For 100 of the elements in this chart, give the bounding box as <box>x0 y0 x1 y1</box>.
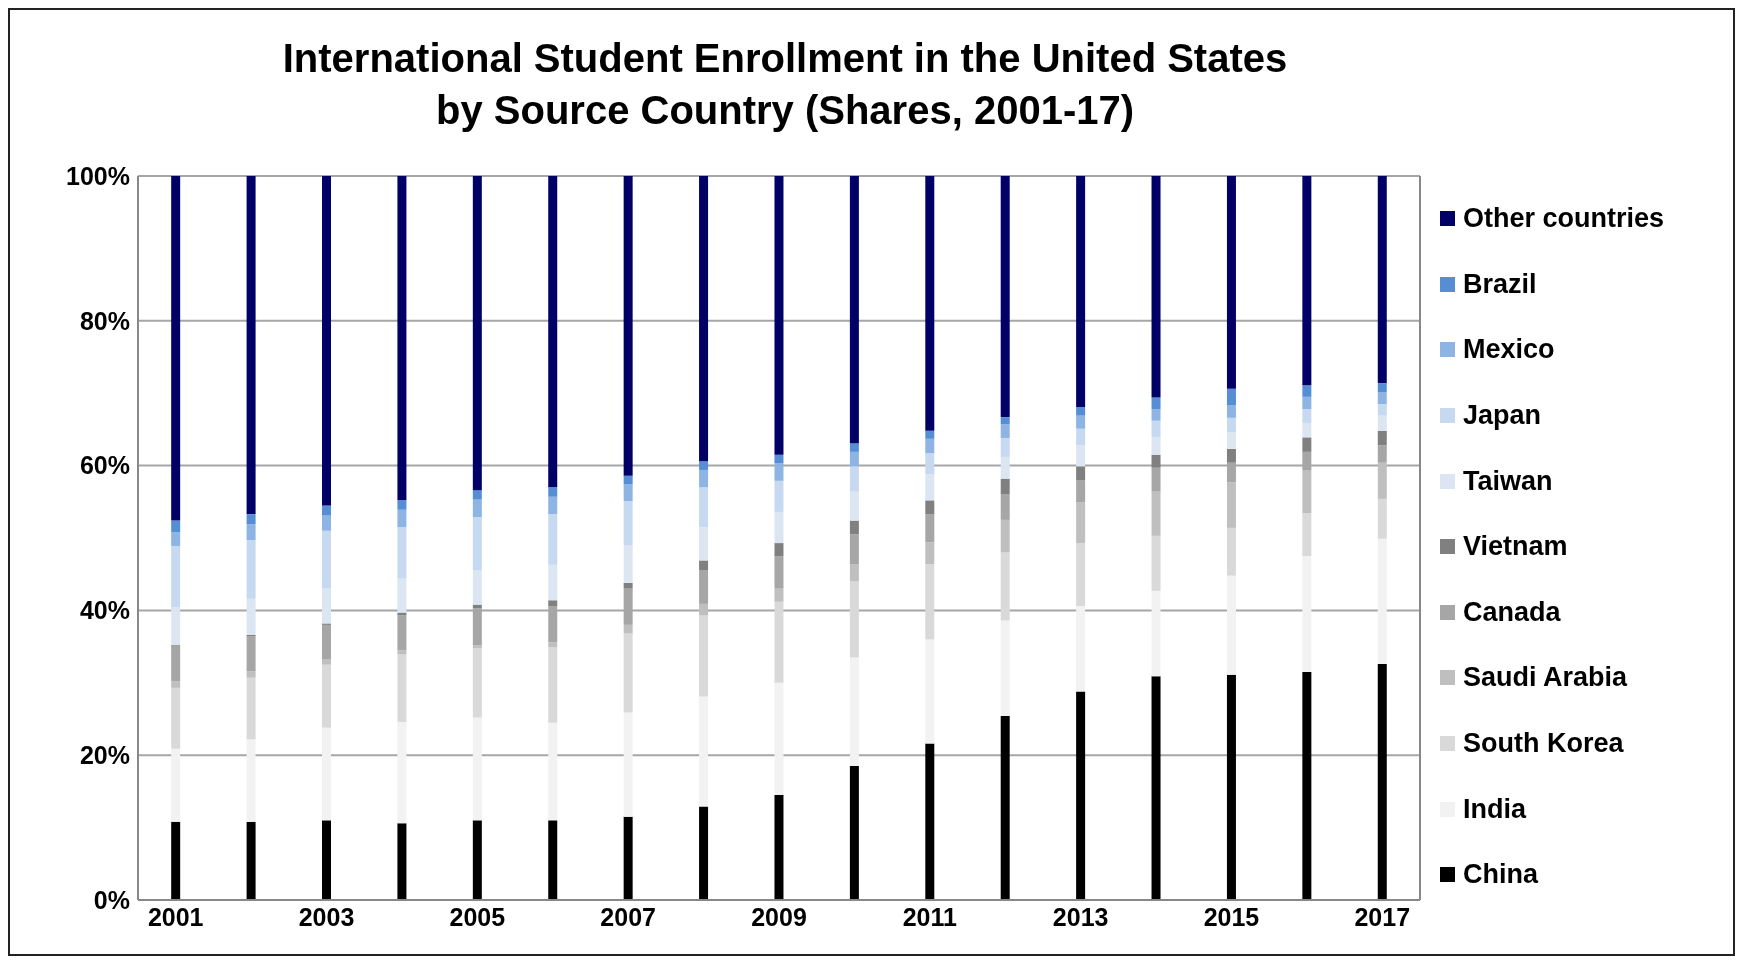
bar <box>1226 405 1236 418</box>
bar <box>925 564 935 640</box>
bar <box>623 475 633 485</box>
bar <box>1000 478 1010 495</box>
bar <box>925 430 935 439</box>
x-tick-label: 2015 <box>1203 902 1260 931</box>
bar <box>1076 543 1086 607</box>
bar <box>1377 445 1387 463</box>
bar <box>1151 590 1161 677</box>
legend-label: Saudi Arabia <box>1463 662 1628 694</box>
bar <box>774 588 784 602</box>
y-tick-label: 60% <box>79 451 130 480</box>
legend-label: Brazil <box>1463 268 1537 300</box>
bar <box>1076 428 1086 446</box>
bar <box>472 490 482 500</box>
bar <box>1076 176 1086 407</box>
bar <box>1076 480 1086 503</box>
bar <box>1302 396 1312 410</box>
bar <box>1076 406 1086 416</box>
bar <box>1000 176 1010 418</box>
bar <box>1377 430 1387 446</box>
bar <box>925 514 935 543</box>
bar <box>322 176 331 506</box>
bar <box>548 600 558 607</box>
x-tick-label: 2013 <box>1052 902 1109 931</box>
bar <box>548 176 558 488</box>
bar <box>246 739 256 822</box>
bar <box>246 514 256 525</box>
bar <box>246 636 256 672</box>
bar <box>171 681 181 688</box>
bar <box>472 517 482 571</box>
bar <box>849 766 859 900</box>
bar <box>1302 176 1312 386</box>
bar <box>1226 527 1236 576</box>
x-tick-label: 2003 <box>298 902 355 931</box>
bar <box>171 176 181 521</box>
y-tick-label: 100% <box>66 161 130 190</box>
bar <box>1151 467 1161 492</box>
bar <box>1226 674 1236 900</box>
bar <box>774 601 784 683</box>
bar <box>623 624 633 634</box>
bar <box>171 532 181 546</box>
bar <box>774 480 784 512</box>
bar <box>548 722 558 821</box>
bar <box>322 659 331 665</box>
legend-label: China <box>1463 859 1539 891</box>
bar <box>1151 676 1161 900</box>
bar <box>925 438 935 454</box>
bar <box>1377 404 1387 416</box>
x-tick-label: 2017 <box>1354 902 1411 931</box>
bar <box>246 677 256 740</box>
bar <box>1000 417 1010 425</box>
bar <box>1226 448 1236 463</box>
bar <box>925 639 935 744</box>
bar <box>1226 482 1236 528</box>
bar <box>1226 176 1236 389</box>
bar <box>322 727 331 821</box>
bar <box>699 615 709 697</box>
bar <box>623 582 633 589</box>
bar <box>699 487 709 528</box>
bar <box>1151 176 1161 398</box>
bar <box>1076 445 1086 467</box>
bar <box>1076 415 1086 429</box>
bar <box>548 514 558 565</box>
bar <box>774 454 784 464</box>
bar <box>246 540 256 599</box>
bar <box>246 821 256 900</box>
bar <box>623 545 633 583</box>
bar <box>699 176 709 462</box>
bar <box>774 682 784 796</box>
bar <box>1000 494 1010 520</box>
bar <box>1000 716 1010 900</box>
bar <box>1076 691 1086 900</box>
bar <box>849 581 859 658</box>
bar <box>171 821 181 900</box>
bar <box>1302 671 1312 900</box>
bar <box>1377 663 1387 900</box>
legend-label: Mexico <box>1463 334 1555 366</box>
bar <box>171 687 181 749</box>
bar <box>623 816 633 900</box>
bar <box>849 657 859 767</box>
bar <box>774 511 784 544</box>
legend-label: South Korea <box>1463 728 1624 760</box>
bar <box>623 501 633 546</box>
bar <box>1226 388 1236 406</box>
bar <box>548 647 558 723</box>
bar <box>472 645 482 649</box>
bar <box>699 469 709 488</box>
bar <box>397 650 407 655</box>
bar <box>1000 424 1010 439</box>
bar <box>1151 491 1161 536</box>
bar <box>472 648 482 718</box>
bar <box>322 624 331 660</box>
bar <box>246 524 256 541</box>
chart-title: International Student Enrollment in the United States by Source Country (Shares, 2001-17) <box>281 35 1289 134</box>
bar <box>849 451 859 467</box>
bar <box>925 542 935 565</box>
bar <box>397 823 407 900</box>
bar <box>699 696 709 807</box>
bar <box>1151 535 1161 591</box>
